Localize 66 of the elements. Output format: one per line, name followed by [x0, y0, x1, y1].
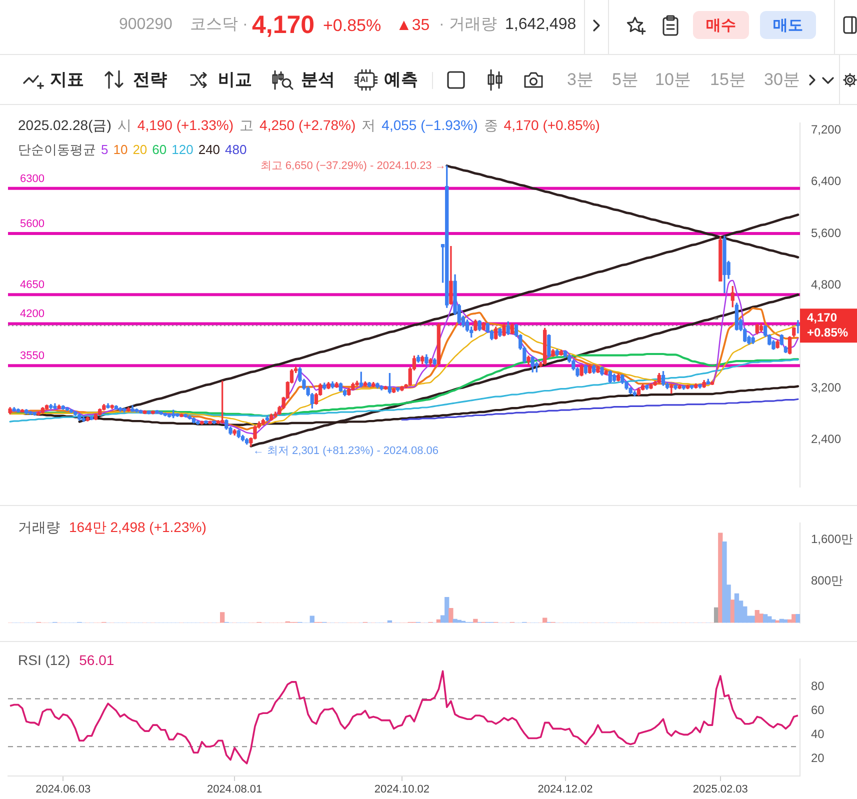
annotation: 시: [117, 117, 132, 134]
text: 10분: [655, 70, 691, 90]
text: 10: [113, 142, 128, 158]
x-tick-label: 2025.02.03: [692, 784, 748, 796]
x-tick-label: 2024.12.02: [538, 784, 593, 796]
text: 1,642,498: [505, 15, 576, 35]
annotation: 4,055 (−1.93%): [382, 117, 478, 134]
text: 매도: [760, 11, 816, 39]
y-tick-label: 6,400: [811, 174, 842, 188]
ref-line-label: 4200: [20, 308, 44, 320]
text: ▲35: [396, 16, 430, 36]
text: 3분: [567, 70, 594, 90]
annotation: ← 최저 2,301 (+81.23%) - 2024.08.06: [252, 445, 438, 458]
text: 60: [152, 142, 167, 158]
chart-title: 거래량: [18, 519, 60, 536]
ref-line-label: 6300: [20, 172, 44, 185]
y-tick-label: 80: [811, 679, 825, 694]
text: 전략: [133, 70, 167, 90]
text: 240: [198, 142, 220, 158]
y-tick-label: 5,600: [811, 226, 842, 240]
text: 지표: [50, 70, 84, 90]
ref-line-label: 3550: [20, 350, 44, 362]
annotation: 종: [484, 117, 498, 134]
annotation: 최고 6,650 (−37.29%) - 2024.10.23 →: [260, 160, 446, 172]
x-tick-label: 2024.06.03: [36, 784, 91, 796]
chart-subtitle: 56.01: [79, 652, 114, 669]
y-tick-label: 40: [811, 726, 825, 741]
y-tick-label: 60: [811, 703, 825, 718]
text: 코스닥 ·: [190, 15, 248, 35]
chart-subtitle: 164만 2,498 (+1.23%): [69, 519, 206, 536]
text: 5분: [612, 70, 638, 90]
text: · 거래량: [439, 15, 497, 35]
y-tick-label: 2,400: [811, 432, 842, 446]
text: 120: [172, 142, 194, 158]
text: 20: [132, 142, 148, 158]
x-tick-label: 2024.10.02: [374, 784, 430, 796]
legend-title: 단순이동평균: [18, 142, 96, 158]
chart-title: RSI (12): [18, 652, 70, 669]
y-tick-label: 7,200: [811, 122, 842, 137]
text: 30분: [764, 70, 800, 90]
annotation: 2025.02.28(금): [18, 117, 112, 134]
text: +0.85%: [323, 16, 382, 36]
text: 4,170: [252, 10, 315, 40]
y-tick-label: 800만: [811, 574, 844, 588]
text: 매수: [693, 11, 749, 39]
x-tick-label: 2024.08.01: [207, 784, 262, 796]
text: 5: [101, 142, 108, 158]
annotation: 4,170 (+0.85%): [504, 117, 600, 134]
text: 예측: [384, 70, 418, 90]
ref-line-label: 4,170 +0.85%: [807, 310, 848, 340]
y-tick-label: 1,600만: [811, 532, 854, 546]
text: 분석: [301, 70, 335, 90]
ref-line-label: 4650: [20, 279, 44, 292]
annotation: 저: [362, 117, 376, 134]
y-tick-label: 4,800: [811, 277, 842, 292]
annotation: 4,190 (+1.33%): [137, 117, 234, 134]
y-tick-label: 20: [811, 750, 825, 765]
text: 비교: [218, 70, 252, 90]
annotation: 고: [240, 117, 254, 134]
ref-line-label: 5600: [20, 218, 44, 230]
annotation: 4,250 (+2.78%): [260, 117, 356, 134]
text: 480: [225, 142, 247, 158]
text: 900290: [119, 15, 172, 35]
text: 15분: [710, 70, 746, 90]
y-tick-label: 3,200: [811, 380, 842, 394]
text: AI: [360, 75, 368, 85]
